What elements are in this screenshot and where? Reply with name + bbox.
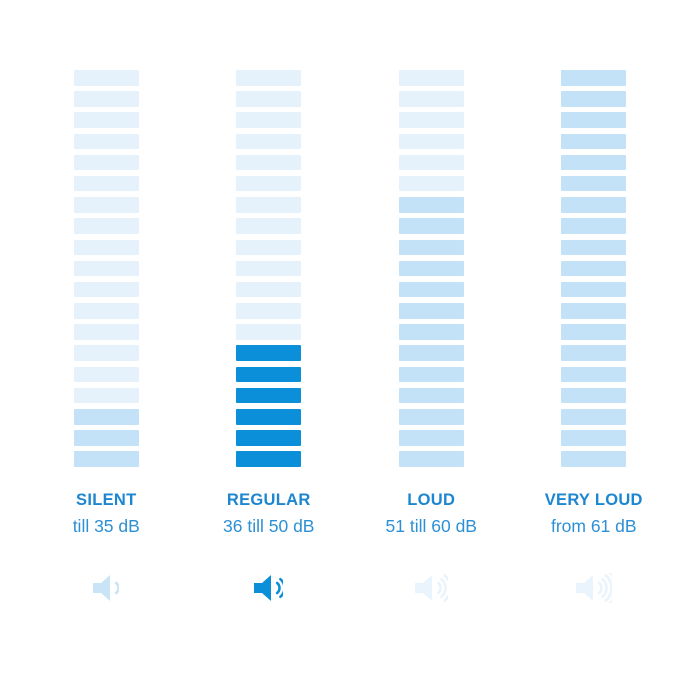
meter-bar-filled xyxy=(398,366,464,383)
meter-bar-empty xyxy=(398,112,464,128)
meter-bar-empty xyxy=(236,91,302,107)
meter-bar-empty xyxy=(236,303,302,319)
meter-bar-filled xyxy=(398,239,464,255)
meter-bar-filled xyxy=(73,430,139,446)
meter-bar-empty xyxy=(73,91,139,107)
meter-bar-filled xyxy=(561,303,627,319)
speaker-icon-loud[interactable] xyxy=(414,573,448,603)
level-db-range: till 35 dB xyxy=(72,515,140,536)
meter-bar-empty xyxy=(398,175,464,192)
meter-bar-filled xyxy=(398,303,464,319)
meter-bar-empty xyxy=(73,260,139,277)
noise-level-column-loud[interactable]: LOUD 51 till 60 dB xyxy=(386,70,477,603)
meter-bar-filled xyxy=(561,324,627,340)
level-meter-bars xyxy=(73,70,139,467)
speaker-icon-regular[interactable] xyxy=(254,573,284,603)
meter-bar-empty xyxy=(236,260,302,277)
meter-bar-filled xyxy=(398,345,464,361)
meter-bar-empty xyxy=(73,218,139,234)
meter-bar-filled xyxy=(398,451,464,467)
meter-bar-empty xyxy=(73,197,139,213)
meter-bar-empty xyxy=(398,70,464,86)
meter-bar-filled xyxy=(398,260,464,277)
meter-bar-empty xyxy=(73,366,139,383)
meter-bar-empty xyxy=(236,70,302,86)
meter-bar-filled xyxy=(236,366,302,383)
meter-bar-empty xyxy=(73,281,139,298)
meter-bar-filled xyxy=(561,70,627,86)
meter-bar-filled xyxy=(561,430,627,446)
level-meter-bars xyxy=(236,70,302,467)
meter-bar-empty xyxy=(236,239,302,255)
meter-bar-filled xyxy=(561,133,627,150)
meter-bar-filled xyxy=(236,451,302,467)
noise-level-columns: SILENT till 35 dB REGULAR 36 till 50 dB … xyxy=(0,70,700,603)
meter-bar-empty xyxy=(236,133,302,150)
meter-bar-empty xyxy=(73,175,139,192)
meter-bar-filled xyxy=(561,345,627,361)
meter-bar-filled xyxy=(73,451,139,467)
noise-level-column-regular[interactable]: REGULAR 36 till 50 dB xyxy=(223,70,314,603)
level-title: VERY LOUD xyxy=(544,490,643,509)
meter-bar-empty xyxy=(73,112,139,128)
meter-bar-empty xyxy=(236,218,302,234)
meter-bar-empty xyxy=(398,133,464,150)
level-title: SILENT xyxy=(76,490,137,509)
meter-bar-filled xyxy=(236,345,302,361)
meter-bar-filled xyxy=(236,409,302,425)
meter-bar-filled xyxy=(561,175,627,192)
meter-bar-filled xyxy=(561,154,627,171)
meter-bar-empty xyxy=(236,154,302,171)
meter-bar-filled xyxy=(561,112,627,128)
level-db-range: 51 till 60 dB xyxy=(385,515,477,536)
meter-bar-empty xyxy=(73,324,139,340)
meter-bar-empty xyxy=(73,133,139,150)
meter-bar-filled xyxy=(561,366,627,383)
meter-bar-filled xyxy=(561,409,627,425)
meter-bar-filled xyxy=(398,197,464,213)
meter-bar-empty xyxy=(236,197,302,213)
meter-bar-filled xyxy=(236,430,302,446)
meter-bar-filled xyxy=(561,218,627,234)
meter-bar-empty xyxy=(73,239,139,255)
meter-bar-filled xyxy=(561,91,627,107)
meter-bar-filled xyxy=(398,387,464,404)
meter-bar-empty xyxy=(73,303,139,319)
meter-bar-filled xyxy=(236,387,302,404)
meter-bar-empty xyxy=(236,281,302,298)
level-db-range: from 61 dB xyxy=(550,515,637,536)
level-title: REGULAR xyxy=(226,490,311,509)
meter-bar-empty xyxy=(73,387,139,404)
meter-bar-filled xyxy=(73,409,139,425)
meter-bar-empty xyxy=(73,154,139,171)
meter-bar-filled xyxy=(398,324,464,340)
speaker-icon-very-loud[interactable] xyxy=(575,572,612,603)
meter-bar-filled xyxy=(398,218,464,234)
meter-bar-filled xyxy=(561,451,627,467)
meter-bar-empty xyxy=(236,112,302,128)
meter-bar-filled xyxy=(561,197,627,213)
meter-bar-filled xyxy=(561,260,627,277)
meter-bar-filled xyxy=(398,430,464,446)
noise-level-column-silent[interactable]: SILENT till 35 dB xyxy=(72,70,140,603)
meter-bar-filled xyxy=(561,239,627,255)
meter-bar-empty xyxy=(398,91,464,107)
meter-bar-empty xyxy=(73,345,139,361)
meter-bar-filled xyxy=(398,281,464,298)
meter-bar-filled xyxy=(561,281,627,298)
meter-bar-empty xyxy=(73,70,139,86)
meter-bar-empty xyxy=(398,154,464,171)
meter-bar-filled xyxy=(561,387,627,404)
meter-bar-empty xyxy=(236,175,302,192)
meter-bar-filled xyxy=(398,409,464,425)
level-db-range: 36 till 50 dB xyxy=(223,515,315,536)
noise-level-column-very-loud[interactable]: VERY LOUD from 61 dB xyxy=(545,70,642,603)
meter-bar-empty xyxy=(236,324,302,340)
speaker-icon-silent[interactable] xyxy=(93,573,120,603)
level-meter-bars xyxy=(561,70,627,467)
level-meter-bars xyxy=(398,70,464,467)
level-title: LOUD xyxy=(407,490,456,509)
